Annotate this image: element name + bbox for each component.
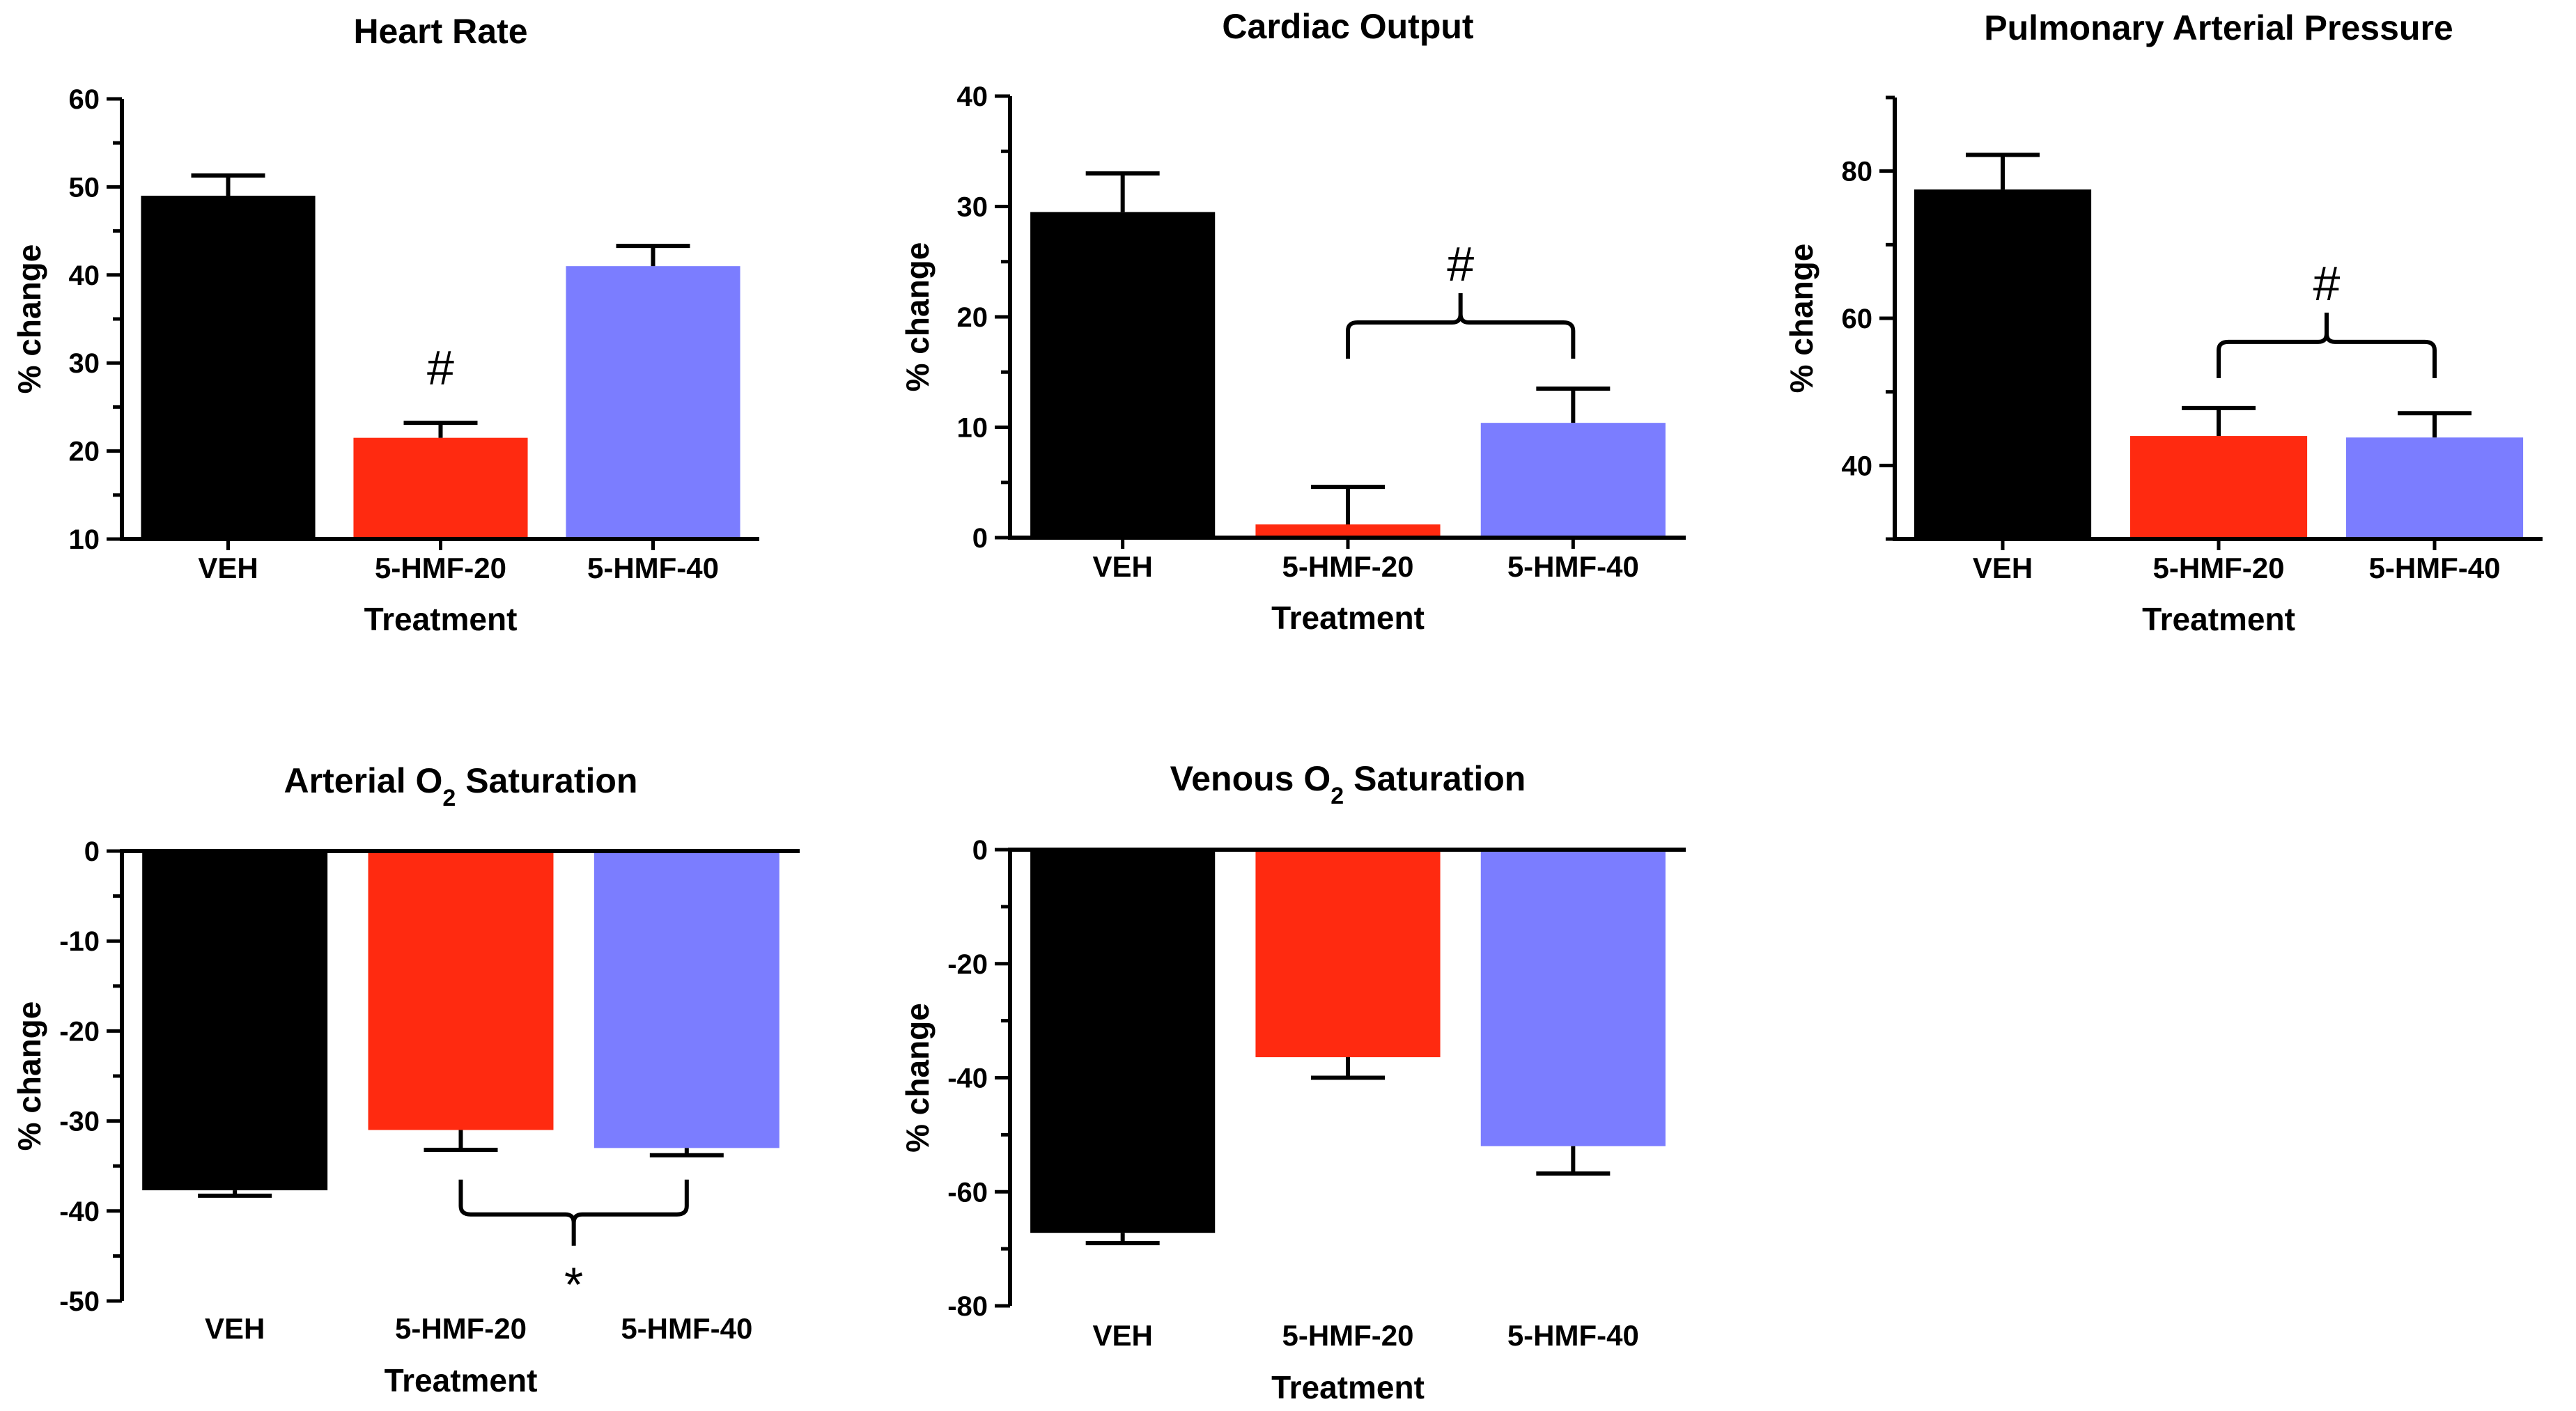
y-tick-label: 30 bbox=[957, 192, 988, 223]
chart-panel: Arterial O2 Saturation 0 -10 -20 -30 -40 -50 VE… bbox=[11, 761, 800, 1398]
bar-5-hmf-20 bbox=[353, 437, 528, 539]
x-tick-label: 5-HMF-20 bbox=[395, 1312, 527, 1345]
y-tick-label: 30 bbox=[69, 348, 100, 379]
y-tick-label: -40 bbox=[947, 1063, 988, 1094]
x-tick-label: VEH bbox=[1973, 552, 2033, 584]
y-tick-label: 60 bbox=[69, 84, 100, 115]
significance-marker: * bbox=[564, 1258, 583, 1312]
chart-title-part: 2 bbox=[442, 785, 456, 811]
chart-title-part: Saturation bbox=[456, 761, 637, 800]
significance-bracket bbox=[1346, 293, 1576, 359]
y-axis-label: % change bbox=[1783, 244, 1820, 393]
y-tick-label: 40 bbox=[1842, 451, 1873, 481]
y-tick-label: -40 bbox=[59, 1196, 100, 1227]
x-tick-label: 5-HMF-20 bbox=[2152, 552, 2284, 584]
x-tick-label: 5-HMF-20 bbox=[375, 552, 506, 584]
y-tick-label: -20 bbox=[59, 1016, 100, 1047]
y-tick-label: -10 bbox=[59, 926, 100, 957]
chart-title: Cardiac Output bbox=[1222, 7, 1473, 46]
x-tick-label: 5-HMF-40 bbox=[2368, 552, 2500, 584]
chart-title: Arterial O2 Saturation bbox=[284, 761, 638, 811]
y-axis-label: % change bbox=[899, 242, 936, 392]
x-tick-label: 5-HMF-40 bbox=[1507, 550, 1639, 583]
chart-title-part: Arterial O bbox=[284, 761, 443, 800]
y-tick-label: 0 bbox=[84, 836, 100, 867]
y-tick-label: 10 bbox=[957, 413, 988, 444]
x-axis-label: Treatment bbox=[385, 1362, 538, 1398]
x-tick-label: VEH bbox=[205, 1312, 265, 1345]
bar-5-hmf-40 bbox=[1480, 850, 1666, 1146]
y-tick-label: -20 bbox=[947, 949, 988, 980]
x-axis-label: Treatment bbox=[1271, 1369, 1425, 1405]
chart-title-part: Heart Rate bbox=[353, 12, 527, 51]
y-axis-label: % change bbox=[899, 1003, 936, 1153]
y-tick-label: 20 bbox=[69, 437, 100, 467]
y-tick-label: 80 bbox=[1842, 157, 1873, 187]
chart-title-part: 2 bbox=[1330, 783, 1344, 809]
chart-title: Pulmonary Arterial Pressure bbox=[1984, 8, 2453, 47]
bar-5-hmf-20 bbox=[1255, 524, 1441, 538]
x-tick-label: 5-HMF-20 bbox=[1282, 1319, 1413, 1352]
chart-title: Heart Rate bbox=[353, 12, 527, 51]
x-tick-label: 5-HMF-40 bbox=[587, 552, 719, 584]
x-axis-label: Treatment bbox=[1271, 600, 1425, 636]
chart-title-part: Cardiac Output bbox=[1222, 7, 1473, 46]
y-tick-label: -60 bbox=[947, 1177, 988, 1208]
chart-panel: Cardiac Output 0 10 20 30 40 VEH 5-HMF-20 5-HMF-… bbox=[899, 7, 1686, 636]
chart-panel: Pulmonary Arterial Pressure 40 60 80 VEH 5-HM… bbox=[1783, 8, 2543, 637]
y-tick-label: 50 bbox=[69, 172, 100, 203]
chart-title-part: Saturation bbox=[1344, 759, 1526, 798]
bar-veh bbox=[1030, 850, 1216, 1233]
y-axis-label: % change bbox=[11, 1001, 47, 1151]
x-tick-label: VEH bbox=[1092, 1319, 1152, 1352]
significance-marker: # bbox=[2313, 256, 2341, 311]
bar-5-hmf-20 bbox=[1255, 850, 1441, 1058]
y-tick-label: -30 bbox=[59, 1107, 100, 1137]
chart-title-part: Venous O bbox=[1170, 759, 1331, 798]
y-tick-label: -80 bbox=[947, 1291, 988, 1322]
bar-5-hmf-40 bbox=[593, 851, 779, 1148]
y-tick-label: 0 bbox=[972, 835, 988, 866]
y-tick-label: 0 bbox=[972, 523, 988, 554]
x-tick-label: VEH bbox=[1092, 550, 1152, 583]
chart-panel: Heart Rate 10 20 30 40 50 60 VEH 5-HMF-20 5-HMF-4… bbox=[11, 12, 759, 637]
chart-panel: Venous O2 Saturation 0 -20 -40 -60 -80 VEH 5-HM… bbox=[899, 759, 1686, 1405]
significance-marker: # bbox=[427, 341, 454, 395]
y-tick-label: 20 bbox=[957, 302, 988, 333]
x-axis-label: Treatment bbox=[364, 601, 518, 637]
y-tick-label: 40 bbox=[957, 81, 988, 112]
significance-marker: # bbox=[1447, 237, 1474, 291]
x-axis-label: Treatment bbox=[2142, 601, 2295, 637]
x-tick-label: 5-HMF-20 bbox=[1282, 550, 1413, 583]
bar-veh bbox=[141, 196, 316, 539]
x-tick-label: VEH bbox=[198, 552, 258, 584]
y-tick-label: -50 bbox=[59, 1286, 100, 1317]
bar-veh bbox=[142, 851, 328, 1191]
bar-veh bbox=[1914, 189, 2092, 539]
y-axis-label: % change bbox=[11, 244, 47, 394]
chart-title: Venous O2 Saturation bbox=[1170, 759, 1526, 809]
y-tick-label: 40 bbox=[69, 260, 100, 291]
chart-title-part: Pulmonary Arterial Pressure bbox=[1984, 8, 2453, 47]
x-tick-label: 5-HMF-40 bbox=[1507, 1319, 1639, 1352]
significance-bracket bbox=[2217, 312, 2437, 378]
bar-5-hmf-20 bbox=[2129, 436, 2308, 539]
bar-veh bbox=[1030, 212, 1216, 538]
x-tick-label: 5-HMF-40 bbox=[621, 1312, 752, 1345]
bar-5-hmf-40 bbox=[1480, 423, 1666, 538]
y-tick-label: 10 bbox=[69, 524, 100, 555]
bar-5-hmf-40 bbox=[566, 266, 740, 539]
bar-5-hmf-40 bbox=[2345, 437, 2524, 539]
y-tick-label: 60 bbox=[1842, 304, 1873, 334]
bar-5-hmf-20 bbox=[368, 851, 554, 1130]
significance-bracket bbox=[458, 1179, 689, 1246]
